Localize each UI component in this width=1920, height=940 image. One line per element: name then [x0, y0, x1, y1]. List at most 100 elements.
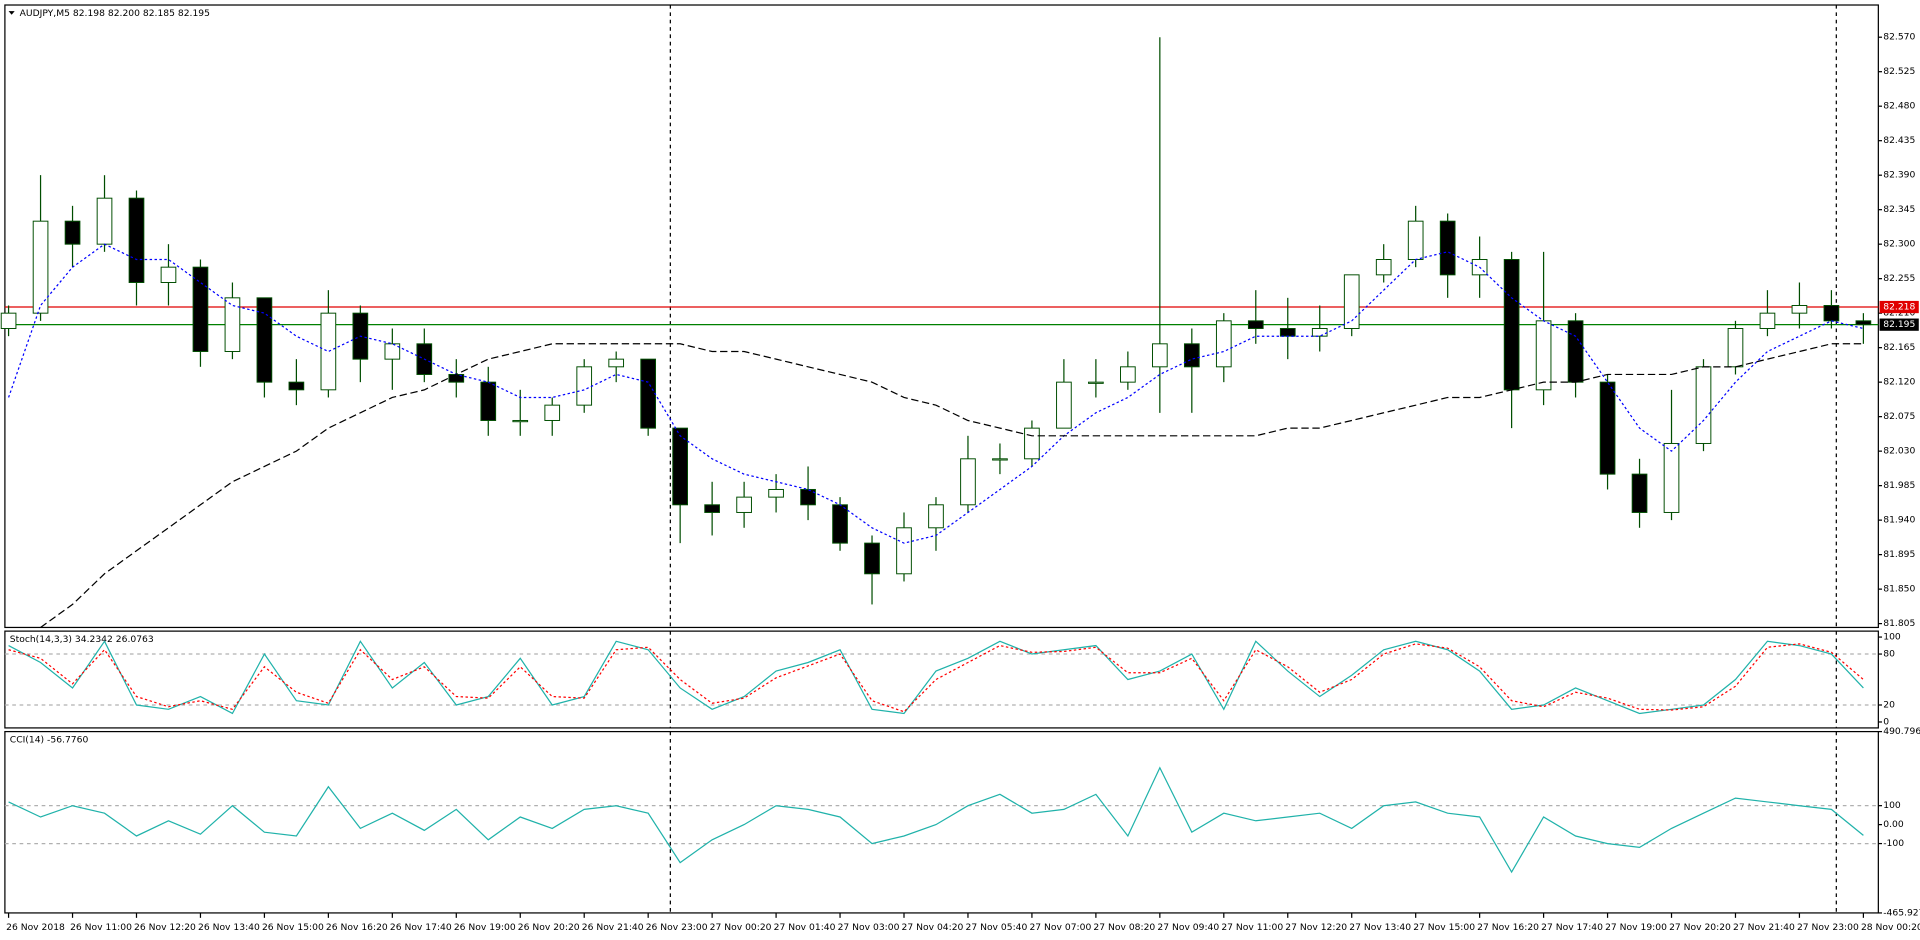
candle-body: [576, 366, 593, 406]
x-tick-label: 27 Nov 15:00: [1413, 922, 1475, 933]
price-label-box: [1879, 300, 1919, 314]
x-tick-label: 27 Nov 00:20: [710, 922, 772, 933]
y-tick-label: 0.00: [1883, 819, 1904, 830]
candle-body: [0, 312, 17, 329]
candle-body: [640, 358, 657, 429]
candle-body: [320, 312, 337, 391]
candle-body: [1056, 381, 1072, 429]
candle-body: [1791, 305, 1808, 314]
candle-body: [288, 381, 305, 391]
candle-body: [480, 381, 497, 421]
candle-body: [256, 297, 273, 383]
x-tick-label: 28 Nov 00:20: [1861, 922, 1920, 933]
x-tick-label: 27 Nov 01:40: [774, 922, 836, 933]
candle-body: [1247, 320, 1264, 329]
candle-body: [96, 197, 113, 245]
y-tick-label: 81.850: [1883, 584, 1915, 595]
candle-body: [224, 297, 241, 352]
x-tick-label: 27 Nov 19:00: [1605, 922, 1667, 933]
candle-body: [64, 220, 81, 245]
price-label: 82.195: [1883, 319, 1915, 330]
pane-title: AUDJPY,M5 82.198 82.200 82.185 82.195: [20, 8, 211, 19]
y-tick-label: 82.120: [1883, 377, 1915, 388]
candle-body: [1855, 320, 1872, 326]
y-tick-label: 82.300: [1883, 239, 1915, 250]
y-tick-label: -465.927: [1883, 907, 1920, 918]
price-label: 82.218: [1883, 302, 1915, 313]
candle-body: [128, 197, 145, 283]
candle-body: [32, 220, 49, 314]
x-tick-label: 26 Nov 20:20: [518, 922, 580, 933]
candle-body: [768, 488, 784, 498]
y-tick-label: 81.805: [1883, 618, 1915, 629]
pane-frame: [4, 730, 1879, 914]
y-tick-label: 81.940: [1883, 515, 1915, 526]
x-tick-label: 27 Nov 11:00: [1221, 922, 1283, 933]
x-tick-label: 27 Nov 16:20: [1477, 922, 1539, 933]
x-tick-label: 27 Nov 12:20: [1285, 922, 1347, 933]
candle-body: [1535, 320, 1552, 391]
indicator-line: [8, 766, 1864, 874]
candle-body: [736, 496, 752, 513]
candle-body: [1311, 328, 1328, 337]
y-tick-label: 100: [1883, 632, 1901, 643]
candle-body: [992, 458, 1008, 461]
x-tick-label: 27 Nov 17:40: [1541, 922, 1603, 933]
y-tick-label: 82.255: [1883, 273, 1915, 284]
candle-body: [800, 488, 816, 506]
y-tick-label: 82.390: [1883, 170, 1915, 181]
indicator-line: [8, 640, 1864, 715]
candle-body: [1215, 320, 1232, 368]
x-tick-label: 26 Nov 11:00: [70, 922, 132, 933]
y-tick-label: -100: [1883, 838, 1904, 849]
candle-body: [1279, 328, 1296, 337]
x-tick-label: 27 Nov 20:20: [1669, 922, 1731, 933]
x-tick-label: 26 Nov 2018: [6, 922, 65, 933]
x-tick-label: 27 Nov 05:40: [966, 922, 1028, 933]
x-tick-label: 27 Nov 07:00: [1029, 922, 1091, 933]
indicator-line: [40, 343, 1864, 628]
candle-body: [1439, 220, 1456, 276]
candle-body: [1183, 343, 1200, 368]
y-tick-label: 490.7969: [1883, 726, 1920, 737]
y-tick-label: 82.165: [1883, 342, 1915, 353]
candle-body: [1567, 320, 1584, 383]
y-tick-label: 20: [1883, 699, 1895, 710]
candle-body: [1631, 473, 1648, 513]
x-tick-label: 27 Nov 09:40: [1157, 922, 1219, 933]
indicator-line: [7, 243, 1864, 544]
candle-body: [1088, 381, 1104, 384]
x-tick-label: 26 Nov 17:40: [390, 922, 452, 933]
candle-body: [1663, 442, 1680, 513]
candle-body: [512, 419, 529, 423]
candle-body: [1823, 305, 1840, 322]
y-tick-label: 82.570: [1883, 32, 1915, 43]
candle-body: [1503, 259, 1520, 391]
x-tick-label: 27 Nov 13:40: [1349, 922, 1411, 933]
candle-body: [160, 266, 177, 283]
pane-title: CCI(14) -56.7760: [10, 735, 89, 746]
x-tick-label: 26 Nov 12:20: [134, 922, 196, 933]
y-tick-label: 82.210: [1883, 308, 1915, 319]
x-tick-label: 27 Nov 21:40: [1733, 922, 1795, 933]
x-tick-label: 26 Nov 19:00: [454, 922, 516, 933]
candle-body: [1120, 366, 1136, 383]
y-tick-label: 82.480: [1883, 101, 1915, 112]
x-tick-label: 26 Nov 16:20: [326, 922, 388, 933]
x-tick-label: 26 Nov 15:00: [262, 922, 324, 933]
candle-body: [704, 504, 720, 513]
y-tick-label: 80: [1883, 649, 1895, 660]
y-tick-label: 0: [1883, 716, 1889, 727]
y-tick-label: 82.435: [1883, 135, 1915, 146]
candle-body: [1599, 381, 1616, 475]
candle-body: [1407, 220, 1424, 260]
price-label-box: [1879, 318, 1919, 331]
candle-body: [544, 404, 561, 421]
menu-triangle: [8, 11, 15, 15]
candle-body: [1695, 366, 1712, 444]
candle-body: [1024, 427, 1040, 460]
x-tick-label: 26 Nov 21:40: [582, 922, 644, 933]
candle-body: [672, 427, 688, 506]
